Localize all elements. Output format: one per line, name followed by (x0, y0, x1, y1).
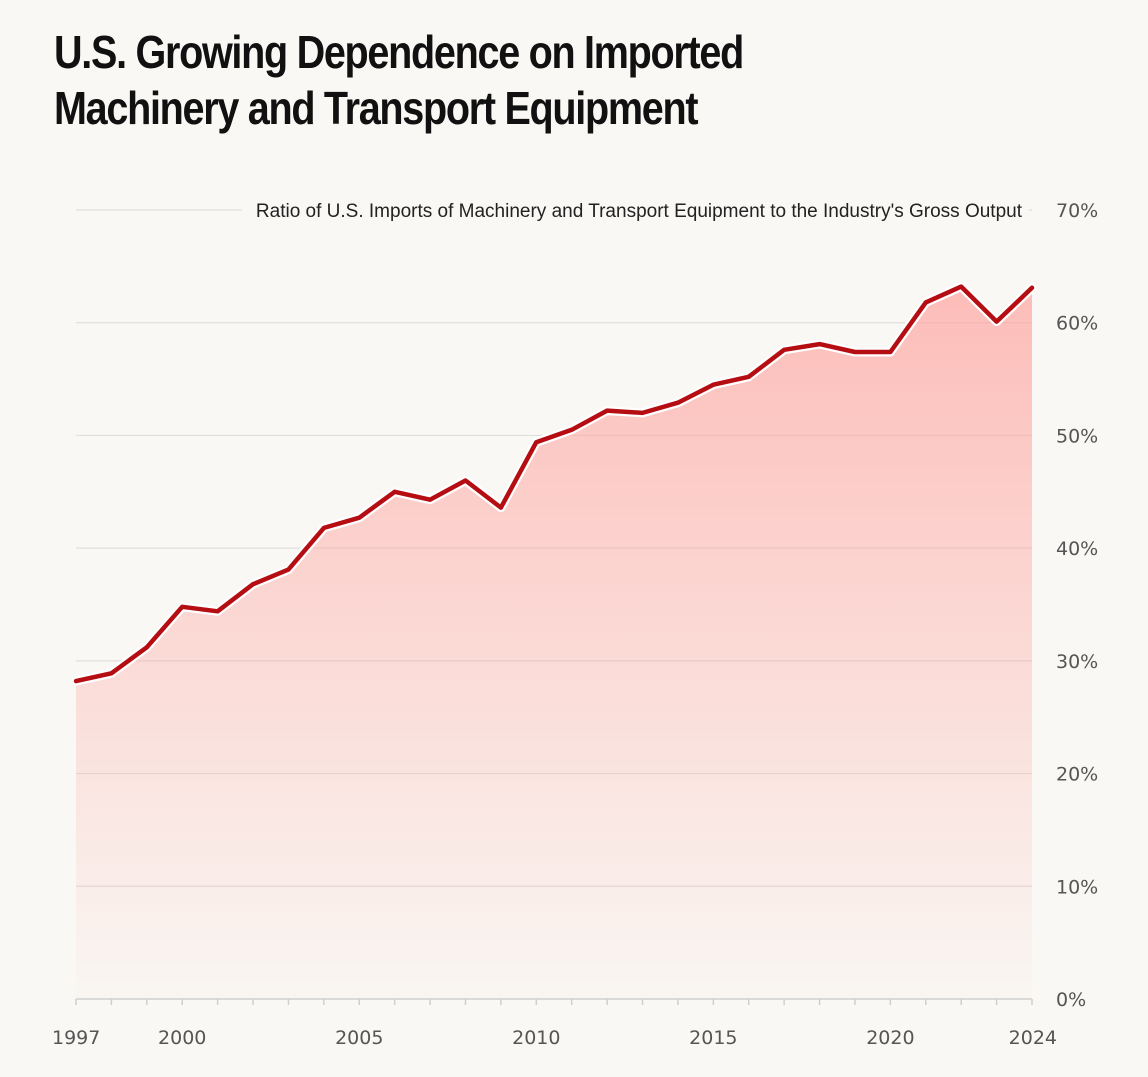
area-fill (76, 286, 1032, 1000)
y-tick-label-3: 30% (1056, 651, 1098, 673)
x-tick-label-5: 2020 (866, 1027, 914, 1049)
series-label: Ratio of U.S. Imports of Machinery and T… (256, 201, 1023, 222)
series-label-background (241, 199, 1029, 224)
y-tick-label-1: 10% (1056, 876, 1098, 898)
title-line-1: U.S. Growing Dependence on Imported (54, 26, 744, 78)
y-tick-label-2: 20% (1056, 764, 1098, 786)
x-tick-label-3: 2010 (512, 1027, 560, 1049)
y-axis-labels: 0% 10% 20% 30% 40% 50% 60% 70% (1056, 200, 1098, 1011)
x-tick-label-4: 2015 (689, 1027, 737, 1049)
x-tick-label-6: 2024 (1009, 1027, 1057, 1049)
series-line (73, 284, 1035, 684)
x-tick-label-1: 2000 (158, 1027, 206, 1049)
x-axis-ticks (75, 999, 1033, 1005)
y-tick-label-5: 50% (1056, 425, 1098, 447)
chart-title: U.S. Growing Dependence on Imported Mach… (54, 24, 914, 136)
y-tick-label-6: 60% (1056, 313, 1098, 335)
x-tick-label-2: 2005 (335, 1027, 383, 1049)
y-tick-label-0: 0% (1056, 989, 1086, 1011)
y-tick-label-4: 40% (1056, 538, 1098, 560)
x-tick-label-0: 1997 (52, 1027, 100, 1049)
title-line-2: Machinery and Transport Equipment (54, 82, 699, 134)
x-axis-labels: 1997 2000 2005 2010 2015 2020 2024 (52, 1027, 1057, 1049)
y-tick-label-7: 70% (1056, 200, 1098, 222)
